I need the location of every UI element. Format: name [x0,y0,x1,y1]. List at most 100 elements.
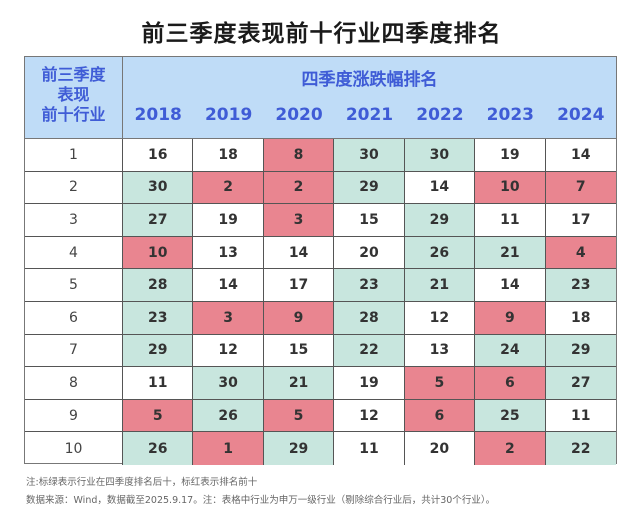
rank-value-cell: 15 [334,204,405,237]
year-header: 2023 [486,105,534,125]
rank-value-cell: 24 [475,334,546,368]
rank-value-cell: 2 [475,432,546,465]
rank-value-cell: 20 [334,236,405,270]
rank-value-cell: 12 [193,334,264,368]
rank-value-cell: 13 [404,334,476,368]
rank-value-cell: 26 [123,432,194,465]
rank-value-cell: 11 [475,204,546,237]
rank-value-cell: 29 [334,171,405,205]
rank-value-cell: 1 [193,432,264,465]
rank-value-cell: 11 [123,367,194,400]
rank-value-cell: 30 [404,139,476,172]
row-header-line: 前三季度 [41,65,106,84]
rank-value-cell: 17 [545,204,616,237]
rank-value-cell: 27 [545,367,616,400]
rank-value-cell: 7 [545,171,616,205]
table-row: 3 27 19 3 15 29 11 17 [25,204,616,237]
rank-value-cell: 23 [123,302,194,335]
ranking-table: 前三季度 表现 前十行业 四季度涨跌幅排名 2018 2019 2020 2021 20… [24,56,617,465]
table-row: 7 29 12 15 22 13 24 29 [25,334,616,368]
table-row: 8 11 30 21 19 5 6 27 [25,367,616,400]
table-header: 前三季度 表现 前十行业 四季度涨跌幅排名 2018 2019 2020 2021 20… [25,57,616,139]
rank-cell: 6 [25,302,123,335]
rank-value-cell: 23 [334,269,405,302]
year-header: 2020 [275,105,323,125]
year-header: 2022 [416,105,464,125]
rank-value-cell: 26 [193,399,264,433]
rank-cell: 9 [25,399,123,433]
rank-value-cell: 26 [404,236,476,270]
rank-cell: 2 [25,171,123,205]
rank-value-cell: 22 [334,334,405,368]
rank-value-cell: 23 [545,269,616,302]
rank-value-cell: 5 [404,367,476,400]
rank-value-cell: 4 [545,236,616,270]
rank-value-cell: 5 [263,399,335,433]
rank-value-cell: 21 [404,269,476,302]
rank-value-cell: 15 [263,334,335,368]
rank-value-cell: 30 [123,171,194,205]
rank-cell: 4 [25,236,123,270]
table-row: 9 5 26 5 12 6 25 11 [25,399,616,433]
rank-value-cell: 8 [263,139,335,172]
rank-value-cell: 28 [334,302,405,335]
rank-value-cell: 21 [263,367,335,400]
rank-value-cell: 22 [545,432,616,465]
year-header: 2024 [557,105,605,125]
chart-title: 前三季度表现前十行业四季度排名 [141,21,502,47]
rank-value-cell: 3 [193,302,264,335]
rank-value-cell: 19 [334,367,405,400]
row-header-line: 表现 [57,85,90,104]
rank-value-cell: 18 [545,302,616,335]
rank-value-cell: 16 [123,139,194,172]
table-row: 1 16 18 8 30 30 19 14 [25,139,616,172]
rank-cell: 10 [25,432,123,465]
table-row: 10 26 1 29 11 20 2 22 [25,432,616,465]
table-row: 5 28 14 17 23 21 14 23 [25,269,616,302]
table-row: 6 23 3 9 28 12 9 18 [25,302,616,335]
rank-cell: 7 [25,334,123,368]
rank-value-cell: 12 [334,399,405,433]
rank-value-cell: 29 [263,432,335,465]
year-header: 2018 [134,105,182,125]
rank-value-cell: 27 [123,204,194,237]
table-row: 2 30 2 2 29 14 10 7 [25,171,616,205]
rank-value-cell: 9 [263,302,335,335]
row-header-line: 前十行业 [41,105,106,124]
rank-value-cell: 30 [334,139,405,172]
column-group-label: 四季度涨跌幅排名 [301,70,438,90]
rank-value-cell: 29 [545,334,616,368]
rank-value-cell: 14 [475,269,546,302]
rank-value-cell: 5 [123,399,194,433]
rank-value-cell: 10 [475,171,546,205]
rank-value-cell: 28 [123,269,194,302]
rank-cell: 8 [25,367,123,400]
rank-value-cell: 10 [123,236,194,270]
year-header: 2019 [204,105,253,125]
rank-value-cell: 25 [475,399,546,433]
rank-value-cell: 29 [404,204,476,237]
rank-cell: 1 [25,139,123,172]
rank-value-cell: 14 [404,171,476,205]
rank-value-cell: 14 [263,236,335,270]
note-legend: 注:标绿表示行业在四季度排名后十，标红表示排名前十 [26,477,258,488]
year-header: 2021 [345,105,394,125]
rank-value-cell: 14 [193,269,264,302]
note-source: 数据来源：Wind，数据截至2025.9.17。注：表格中行业为申万一级行业（剔… [26,495,496,506]
rank-value-cell: 19 [193,204,264,237]
rank-value-cell: 11 [545,399,616,433]
rank-value-cell: 2 [263,171,335,205]
rank-value-cell: 6 [404,399,476,433]
rank-value-cell: 2 [193,171,264,205]
rank-cell: 3 [25,204,123,237]
rank-value-cell: 20 [404,432,476,465]
rank-value-cell: 19 [475,139,546,172]
rank-value-cell: 29 [123,334,194,368]
rank-value-cell: 11 [334,432,405,465]
rank-value-cell: 6 [475,367,546,400]
rank-value-cell: 14 [545,139,616,172]
row-header-label: 前三季度 表现 前十行业 [25,57,123,138]
rank-value-cell: 18 [193,139,264,172]
table-row: 4 10 13 14 20 26 21 4 [25,236,616,270]
rank-value-cell: 3 [263,204,335,237]
